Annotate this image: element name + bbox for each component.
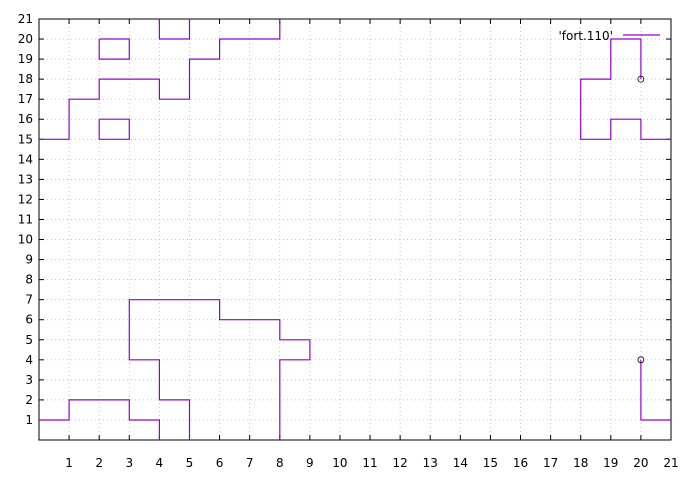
x-tick-label: 2 [95,456,103,470]
grid-lines [39,19,671,440]
legend: 'fort.110' [558,29,660,43]
x-tick-label: 16 [513,456,528,470]
x-tick-labels: 1 2 3 4 5 6 7 8 9 10 11 12 13 14 15 16 17 18 19 20 21 [65,456,678,470]
y-tick-label: 19 [18,52,33,66]
y-tick-label: 7 [25,293,33,307]
x-tick-label: 19 [603,456,618,470]
data-point-marker [637,75,645,83]
axis-ticks [39,18,672,440]
y-tick-label: 2 [25,393,33,407]
y-tick-label: 13 [18,172,33,186]
x-tick-label: 12 [393,456,408,470]
x-tick-label: 20 [633,456,648,470]
x-tick-label: 4 [156,456,164,470]
y-tick-label: 10 [18,233,33,247]
y-tick-label: 1 [25,413,33,427]
series-fort-110 [39,19,671,440]
x-tick-label: 8 [276,456,284,470]
x-tick-label: 13 [423,456,438,470]
x-tick-label: 11 [362,456,377,470]
x-tick-label: 5 [186,456,194,470]
series-segment [98,118,130,140]
y-tick-label: 17 [18,92,33,106]
x-tick-label: 6 [216,456,224,470]
y-tick-label: 3 [25,373,33,387]
series-segment [158,19,191,40]
x-tick-label: 18 [573,456,588,470]
plot-frame [38,18,672,441]
y-tick-label: 12 [18,192,33,206]
x-tick-label: 1 [65,456,73,470]
x-tick-label: 10 [332,456,347,470]
y-tick-label: 20 [18,32,33,46]
legend-label: 'fort.110' [558,29,613,43]
series-segment [39,399,160,440]
y-tick-label: 14 [18,152,33,166]
y-tick-label: 5 [25,333,33,347]
y-tick-label: 21 [18,12,33,26]
series-segment [128,299,311,440]
x-tick-label: 17 [543,456,558,470]
series-segment [580,38,671,140]
data-point-marker [637,356,645,364]
y-tick-label: 18 [18,72,33,86]
y-tick-label: 8 [25,273,33,287]
y-tick-label: 4 [25,353,33,367]
series-segment [39,19,281,140]
x-tick-label: 3 [125,456,133,470]
x-tick-label: 14 [453,456,468,470]
y-tick-label: 9 [25,253,33,267]
x-tick-label: 7 [246,456,254,470]
x-tick-label: 21 [663,456,678,470]
x-tick-label: 9 [306,456,314,470]
y-tick-label: 11 [18,212,33,226]
y-tick-label: 6 [25,313,33,327]
series-segment [98,38,130,60]
y-tick-label: 16 [18,112,33,126]
y-tick-label: 15 [18,132,33,146]
x-tick-label: 15 [483,456,498,470]
series-segment [640,359,671,421]
